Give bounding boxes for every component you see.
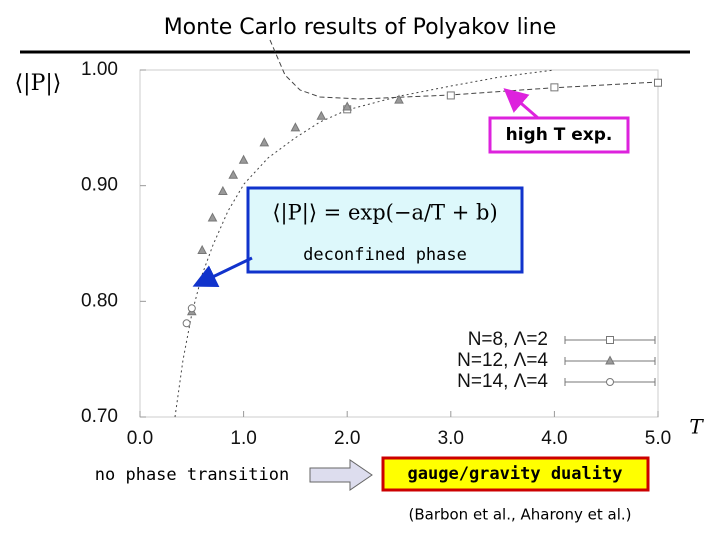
high-t-box — [488, 116, 630, 154]
circle-point — [182, 319, 191, 328]
deconfined-arrow — [192, 256, 253, 288]
x-tick-label: 1.0 — [230, 428, 256, 449]
triangle-point — [228, 169, 239, 179]
legend-label: N=8, Λ=2 — [468, 329, 548, 350]
y-axis-label: ⟨|P|⟩ — [15, 71, 62, 96]
triangle-point — [394, 94, 404, 104]
triangle-point — [290, 122, 301, 132]
high-t-curve — [269, 39, 659, 100]
circle-point — [187, 304, 196, 313]
plot: 0.0 1.0 2.0 3.0 4.0 5.0 0.70 0.80 0.90 1.00 N=8, Λ… — [81, 59, 671, 449]
y-tick-label: 0.90 — [81, 175, 118, 196]
legend-label: N=14, Λ=4 — [457, 371, 548, 392]
y-tick-label: 0.70 — [81, 406, 118, 427]
x-tick-label: 3.0 — [438, 428, 464, 449]
plot-frame — [139, 69, 659, 418]
triangle-point — [316, 110, 327, 120]
formula-box — [246, 186, 524, 274]
triangle-point — [259, 137, 270, 147]
legend-marker — [605, 355, 615, 365]
triangle-point — [342, 101, 353, 111]
triangle-point — [207, 212, 218, 222]
triangle-point — [218, 185, 228, 195]
transition-arrow — [309, 459, 373, 491]
y-tick-label: 1.00 — [81, 59, 118, 80]
x-tick-label: 5.0 — [645, 428, 671, 449]
legend-marker — [606, 336, 614, 344]
deconfined-label: deconfined phase — [303, 245, 467, 265]
x-tick-label: 4.0 — [541, 428, 567, 449]
y-tick-label: 0.80 — [81, 290, 118, 311]
high-t-label: high T exp. — [506, 125, 613, 145]
x-axis-label: T — [689, 415, 704, 439]
x-tick-label: 2.0 — [334, 428, 360, 449]
legend-label: N=12, Λ=4 — [457, 350, 548, 371]
no-transition-label: no phase transition — [95, 465, 289, 485]
square-point — [654, 78, 662, 87]
triangle-point — [238, 154, 249, 164]
fit-curve — [174, 69, 555, 418]
triangle-point — [197, 244, 207, 254]
formula: ⟨|P|⟩ = exp(−a/T + b) — [272, 201, 497, 226]
duality-label: gauge/gravity duality — [408, 464, 623, 484]
square-point — [446, 91, 455, 100]
x-tick-label: 0.0 — [127, 428, 153, 449]
slide-title: Monte Carlo results of Polyakov line — [164, 15, 557, 40]
legend-marker — [606, 378, 614, 386]
square-point — [550, 83, 559, 92]
citation: (Barbon et al., Aharony et al.) — [408, 506, 631, 524]
duality-box — [381, 456, 650, 492]
high-t-arrow — [503, 88, 539, 120]
